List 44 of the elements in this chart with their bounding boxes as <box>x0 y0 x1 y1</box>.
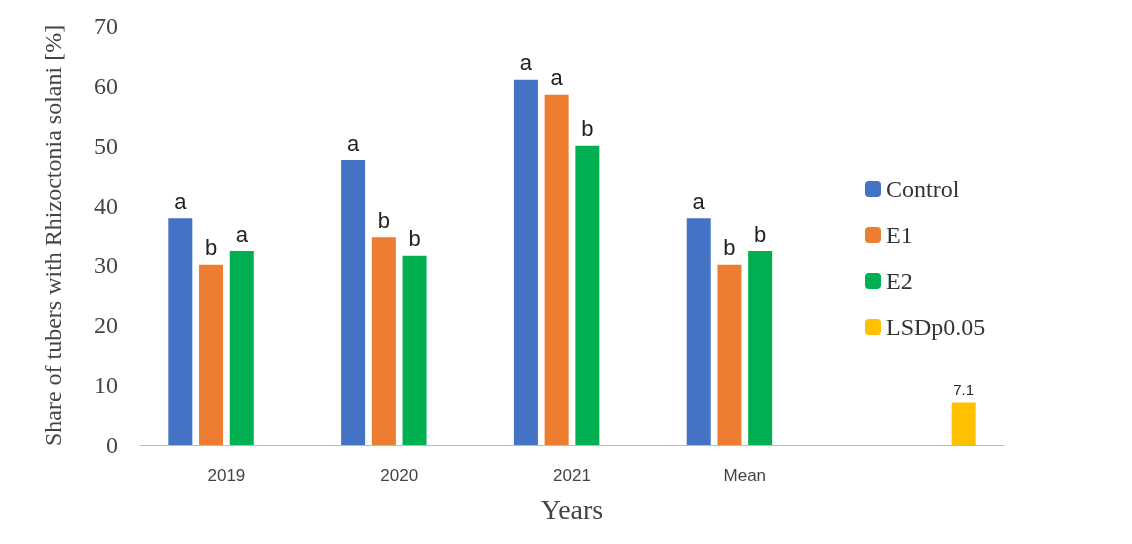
bar <box>717 264 742 445</box>
bar <box>575 145 600 445</box>
bar <box>229 251 254 445</box>
data-label: b <box>754 221 767 247</box>
bar <box>748 251 773 445</box>
bar <box>951 402 976 445</box>
data-label: a <box>235 221 249 247</box>
x-tick-label: 2019 <box>207 466 246 485</box>
legend-label: E1 <box>886 222 913 248</box>
y-tick-label: 50 <box>94 132 118 159</box>
bar <box>402 255 427 445</box>
legend-label: Control <box>886 176 960 202</box>
data-label: b <box>723 235 736 261</box>
bar <box>686 218 711 445</box>
y-tick-label: 60 <box>94 72 118 99</box>
data-label: a <box>692 188 706 214</box>
data-label: a <box>174 188 188 214</box>
data-label: a <box>346 130 360 156</box>
bar <box>544 94 569 445</box>
legend-label: E2 <box>886 268 913 294</box>
x-tick-label: Mean <box>723 466 767 485</box>
y-tick-label: 30 <box>94 252 118 279</box>
x-tick-label: 2021 <box>553 466 591 485</box>
data-label: b <box>204 235 218 261</box>
data-label: a <box>550 65 564 91</box>
y-tick-label: 20 <box>94 312 118 339</box>
y-tick-label: 0 <box>106 432 118 458</box>
y-axis-title: Share of tubers with Rhizoctonia solani [%] <box>40 24 66 447</box>
bar <box>341 160 366 445</box>
bar <box>168 218 193 445</box>
data-label: a <box>519 50 533 76</box>
x-tick-label: 2020 <box>380 466 419 485</box>
y-tick-label: 70 <box>94 13 118 39</box>
bar <box>513 79 538 445</box>
data-label: b <box>581 116 594 142</box>
data-label: b <box>377 207 390 233</box>
data-label: 7.1 <box>953 380 975 398</box>
bar <box>371 237 396 445</box>
data-label: b <box>408 226 421 252</box>
bar <box>199 264 224 445</box>
y-tick-label: 10 <box>94 372 118 399</box>
legend-label: LSDp0.05 <box>886 314 986 340</box>
x-axis-title: Years <box>540 493 604 525</box>
y-tick-label: 40 <box>94 192 118 219</box>
